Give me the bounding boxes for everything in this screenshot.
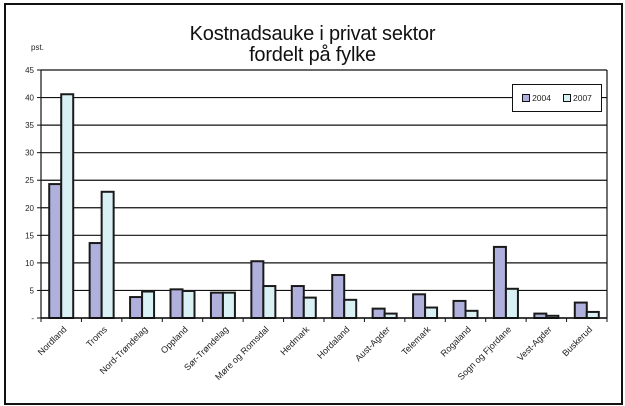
bar-2004 bbox=[250, 260, 265, 320]
chart-frame bbox=[4, 3, 623, 405]
legend-swatch-2004-icon bbox=[522, 94, 531, 102]
x-category-label: Rogaland bbox=[439, 324, 473, 358]
y-tick-label: 40 bbox=[25, 94, 34, 103]
legend-label-2007: 2007 bbox=[573, 93, 592, 103]
legend-item-2004: 2004 bbox=[522, 93, 551, 103]
bar-2004 bbox=[452, 299, 467, 320]
legend-item-2007: 2007 bbox=[563, 93, 592, 103]
bar-2007 bbox=[464, 309, 479, 319]
x-category-label: Hordaland bbox=[315, 324, 351, 360]
bar-2007 bbox=[585, 310, 600, 319]
bar-2007 bbox=[262, 285, 277, 319]
x-category-label: Nordland bbox=[36, 324, 69, 357]
bar-2007 bbox=[100, 190, 115, 320]
x-category-label: Buskerud bbox=[560, 324, 594, 358]
bar-2007 bbox=[181, 289, 196, 319]
x-category-label: Vest-Agder bbox=[515, 324, 554, 363]
y-tick-label: - bbox=[31, 314, 34, 323]
bar-2007 bbox=[302, 296, 317, 319]
bar-2007 bbox=[221, 291, 236, 320]
legend-swatch-2007-icon bbox=[563, 94, 571, 102]
legend-label-2004: 2004 bbox=[532, 93, 551, 103]
y-tick-label: 20 bbox=[25, 204, 34, 213]
y-tick-label: 35 bbox=[25, 121, 34, 130]
y-tick-label: 5 bbox=[30, 286, 35, 295]
y-tick-label: 15 bbox=[25, 231, 34, 240]
y-tick-label: 30 bbox=[25, 149, 34, 158]
bar-2007 bbox=[424, 306, 439, 320]
x-category-label: Aust-Agder bbox=[353, 324, 392, 363]
y-tick-label: 10 bbox=[25, 259, 34, 268]
bar-2007 bbox=[141, 290, 156, 319]
bar-2004 bbox=[290, 285, 305, 319]
bar-2004 bbox=[371, 307, 386, 319]
bar-2004 bbox=[331, 274, 346, 320]
bar-2004 bbox=[492, 245, 507, 319]
bar-2004 bbox=[129, 296, 144, 319]
chart-title-line-2: fordelt på fylke bbox=[249, 44, 376, 66]
chart-legend: 2004 2007 bbox=[512, 84, 602, 112]
y-axis-unit-label: pst. bbox=[31, 43, 44, 52]
bar-2007 bbox=[504, 287, 519, 319]
y-tick-label: 45 bbox=[25, 66, 34, 75]
bar-2004 bbox=[209, 291, 224, 320]
bar-2004 bbox=[169, 288, 184, 320]
y-tick-label: 25 bbox=[25, 176, 34, 185]
bar-2007 bbox=[343, 298, 358, 319]
bar-2007 bbox=[60, 93, 75, 319]
bar-2004 bbox=[412, 293, 427, 319]
bar-2004 bbox=[48, 183, 63, 319]
chart-title: Kostnadsauke i privat sektor fordelt på … bbox=[0, 24, 625, 66]
x-category-label: Troms bbox=[84, 324, 109, 349]
x-category-label: Oppland bbox=[159, 324, 190, 355]
x-category-label: Hedmark bbox=[278, 324, 311, 357]
bar-2004 bbox=[88, 242, 103, 319]
bar-2004 bbox=[573, 301, 588, 319]
x-category-label: Telemark bbox=[400, 324, 433, 357]
chart-title-line-1: Kostnadsauke i privat sektor bbox=[189, 23, 436, 45]
